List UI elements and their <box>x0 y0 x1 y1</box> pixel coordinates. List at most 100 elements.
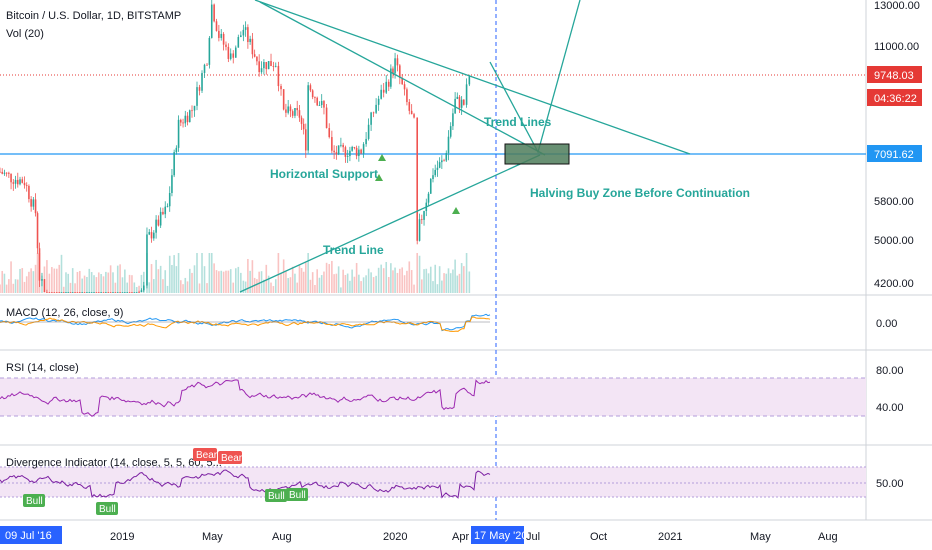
volume-bar <box>8 279 10 293</box>
candle-body <box>418 219 421 241</box>
volume-bar <box>242 280 245 293</box>
candle-body <box>432 175 434 180</box>
volume-bar <box>135 287 138 293</box>
candle-body <box>316 97 318 106</box>
volume-bar <box>302 271 305 293</box>
volume-bar <box>225 270 227 293</box>
volume-bar <box>201 253 203 293</box>
current-date-label: 17 May '20 <box>474 530 527 542</box>
candle-body <box>23 182 26 186</box>
candle-body <box>65 292 67 293</box>
candle-body <box>177 119 180 148</box>
volume-bar <box>408 261 411 293</box>
volume-bar <box>1 270 4 293</box>
candle-body <box>298 110 301 118</box>
halving-zone-annotation: Halving Buy Zone Before Continuation <box>530 186 750 200</box>
candle-body <box>253 54 256 57</box>
candle-body <box>43 279 46 292</box>
candle-body <box>97 292 100 293</box>
candle-body <box>86 292 88 293</box>
volume-bar <box>323 271 325 293</box>
price-tick: 5000.00 <box>874 235 914 247</box>
volume-bar <box>360 281 362 293</box>
candle-body <box>458 96 461 108</box>
time-tick: May <box>750 531 771 543</box>
volume-bar <box>155 259 157 293</box>
descending-trend-line-inner[interactable] <box>259 1 546 156</box>
halving-buy-zone[interactable] <box>504 143 570 165</box>
candle-body <box>237 37 240 48</box>
candle-body <box>385 81 388 93</box>
volume-bar <box>109 265 112 293</box>
volume-label: Vol (20) <box>6 28 44 40</box>
svg-text:Bear: Bear <box>196 450 218 461</box>
candle-body <box>191 110 193 112</box>
candle-body <box>392 68 394 74</box>
volume-bar <box>298 265 301 293</box>
rsi-line <box>0 379 491 417</box>
candle-body <box>186 115 189 123</box>
volume-bar <box>95 277 98 293</box>
candle-body <box>206 64 208 66</box>
candle-body <box>162 211 164 215</box>
candle-body <box>274 65 277 67</box>
volume-bar <box>5 284 8 293</box>
candle-body <box>460 99 463 108</box>
volume-bar <box>177 253 180 293</box>
volume-bar <box>285 271 287 293</box>
candle-body <box>138 292 140 293</box>
candle-body <box>277 65 280 87</box>
volume-bar <box>180 280 182 293</box>
descending-trend-line[interactable] <box>254 0 691 155</box>
volume-bar <box>232 282 235 293</box>
candle-body <box>182 122 184 124</box>
volume-bar <box>249 270 251 293</box>
candle-body <box>126 292 129 293</box>
price-axis-area[interactable] <box>866 0 932 520</box>
volume-bar <box>10 261 12 293</box>
volume-bar <box>441 280 443 293</box>
bear-badge: Bear <box>218 451 243 464</box>
candle-body <box>323 101 325 108</box>
candle-body <box>465 84 468 105</box>
candle-body <box>133 292 136 293</box>
volume-bar <box>218 271 220 293</box>
candle-body <box>401 77 403 85</box>
volume-bar <box>240 272 242 293</box>
candle-body <box>95 292 98 293</box>
candle-body <box>370 112 372 125</box>
volume-bar <box>119 264 121 293</box>
volume-bar <box>133 282 136 293</box>
candle-body <box>380 89 382 99</box>
volume-bar <box>234 268 237 293</box>
candle-body <box>1 171 4 174</box>
volume-bar <box>346 273 349 293</box>
candle-body <box>30 199 32 207</box>
candle-body <box>355 147 358 157</box>
volume-bar <box>458 273 461 293</box>
candle-body <box>34 199 37 214</box>
volume-bar <box>353 276 356 293</box>
volume-bar <box>385 261 388 293</box>
candle-body <box>121 292 124 293</box>
volume-bar <box>213 263 215 293</box>
svg-text:Bear: Bear <box>221 453 243 464</box>
candle-body <box>456 96 459 99</box>
volume-bar <box>100 274 102 293</box>
candle-body <box>107 292 110 293</box>
volume-bar <box>333 274 335 293</box>
ascending-trend-line[interactable] <box>239 154 541 293</box>
divergence-band <box>0 467 866 497</box>
volume-bar <box>274 279 277 293</box>
candle-body <box>157 219 160 226</box>
start-date-label: 09 Jul '16 <box>5 530 52 542</box>
volume-bar <box>443 273 445 293</box>
support-marker <box>378 154 386 161</box>
candle-body <box>8 172 10 174</box>
rsi-band <box>0 378 866 416</box>
volume-bar <box>454 259 456 293</box>
candle-body <box>146 234 148 286</box>
volume-bar <box>112 272 114 293</box>
current-date-badge <box>471 526 524 544</box>
